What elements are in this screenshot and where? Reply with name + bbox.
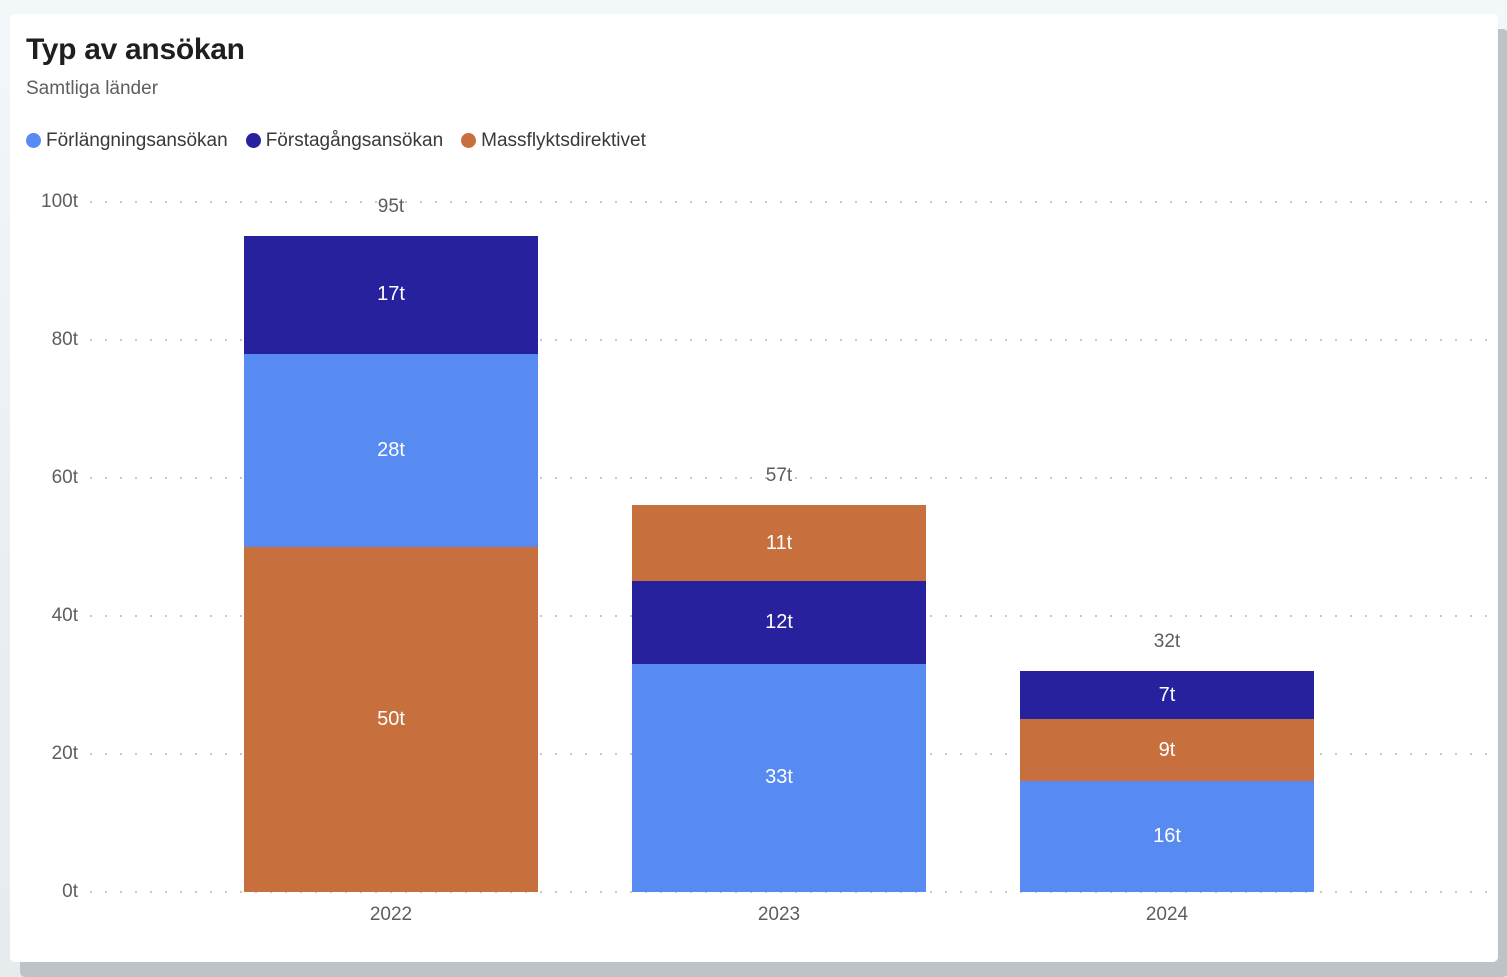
chart-subtitle: Samtliga länder xyxy=(26,78,159,99)
bar-segment-value-label: 12t xyxy=(765,611,793,634)
x-axis-tick-label: 2023 xyxy=(757,903,801,925)
x-axis-tick-label: 2022 xyxy=(369,903,413,925)
y-axis-tick-label: 80t xyxy=(51,328,78,350)
y-axis-tick-label: 100t xyxy=(41,190,78,212)
gridline xyxy=(90,476,1490,479)
legend-item-forlangningsansokan[interactable]: Förlängningsansökan xyxy=(26,130,228,152)
chart-area: 17t 28t 50t 95t 11t 12t 33t 57t 7t 9t 16t 32t 0t 20t… xyxy=(26,191,1492,942)
legend-dot-icon xyxy=(245,133,261,149)
bar-segment[interactable]: 12t xyxy=(632,581,926,664)
bar-segment[interactable]: 11t xyxy=(632,505,926,582)
y-axis-tick-label: 40t xyxy=(51,604,78,626)
legend-item-label: Förstagångsansökan xyxy=(265,129,444,151)
bar-segment[interactable]: 50t xyxy=(244,546,538,892)
bar-group-2023: 11t 12t 33t xyxy=(632,505,926,892)
gridline xyxy=(90,200,1490,203)
bar-segment[interactable]: 33t xyxy=(632,664,926,892)
y-axis-tick-label: 20t xyxy=(51,742,78,764)
legend-item-label: Massflyktsdirektivet xyxy=(481,129,646,151)
bar-segment[interactable]: 16t xyxy=(1020,781,1314,892)
bar-total-label: 57t xyxy=(765,465,793,487)
bar-segment[interactable]: 7t xyxy=(1020,670,1314,720)
bar-segment-value-label: 33t xyxy=(765,766,793,789)
x-axis-tick-label: 2024 xyxy=(1145,903,1189,925)
legend-item-label: Förlängningsansökan xyxy=(46,129,228,151)
bar-segment-value-label: 17t xyxy=(377,283,405,306)
legend-item-forstagangsansokan[interactable]: Förstagångsansökan xyxy=(245,129,444,152)
bar-segment-value-label: 11t xyxy=(765,531,793,554)
y-axis-tick-label: 60t xyxy=(51,466,78,488)
bar-segment-value-label: 9t xyxy=(1158,738,1176,761)
legend-dot-icon xyxy=(461,133,477,149)
bar-segment-value-label: 50t xyxy=(377,707,405,730)
plot-area: 17t 28t 50t 95t 11t 12t 33t 57t 7t 9t 16t 32t xyxy=(90,196,1490,893)
bar-segment-value-label: 16t xyxy=(1153,824,1181,847)
bar-segment-value-label: 28t xyxy=(377,438,405,461)
bar-segment[interactable]: 28t xyxy=(244,353,538,547)
chart-card: Typ av ansökan Samtliga länder Förlängni… xyxy=(10,14,1498,962)
y-axis-tick-label: 0t xyxy=(62,880,78,902)
legend-item-massflyktsdirektivet[interactable]: Massflyktsdirektivet xyxy=(461,130,646,152)
bar-total-label: 95t xyxy=(377,196,405,218)
gridline xyxy=(90,338,1490,341)
legend-dot-icon xyxy=(26,133,41,149)
bar-segment-value-label: 7t xyxy=(1158,683,1176,706)
bar-group-2024: 7t 9t 16t xyxy=(1020,670,1314,892)
bar-group-2022: 17t 28t 50t xyxy=(244,236,538,892)
legend: Förlängningsansökan Förstagångsansökan M… xyxy=(26,130,1492,152)
bar-segment[interactable]: 17t xyxy=(244,236,538,354)
chart-title: Typ av ansökan xyxy=(26,33,245,66)
bar-segment[interactable]: 9t xyxy=(1020,719,1314,782)
bar-total-label: 32t xyxy=(1153,630,1181,652)
gridline xyxy=(90,890,1490,893)
